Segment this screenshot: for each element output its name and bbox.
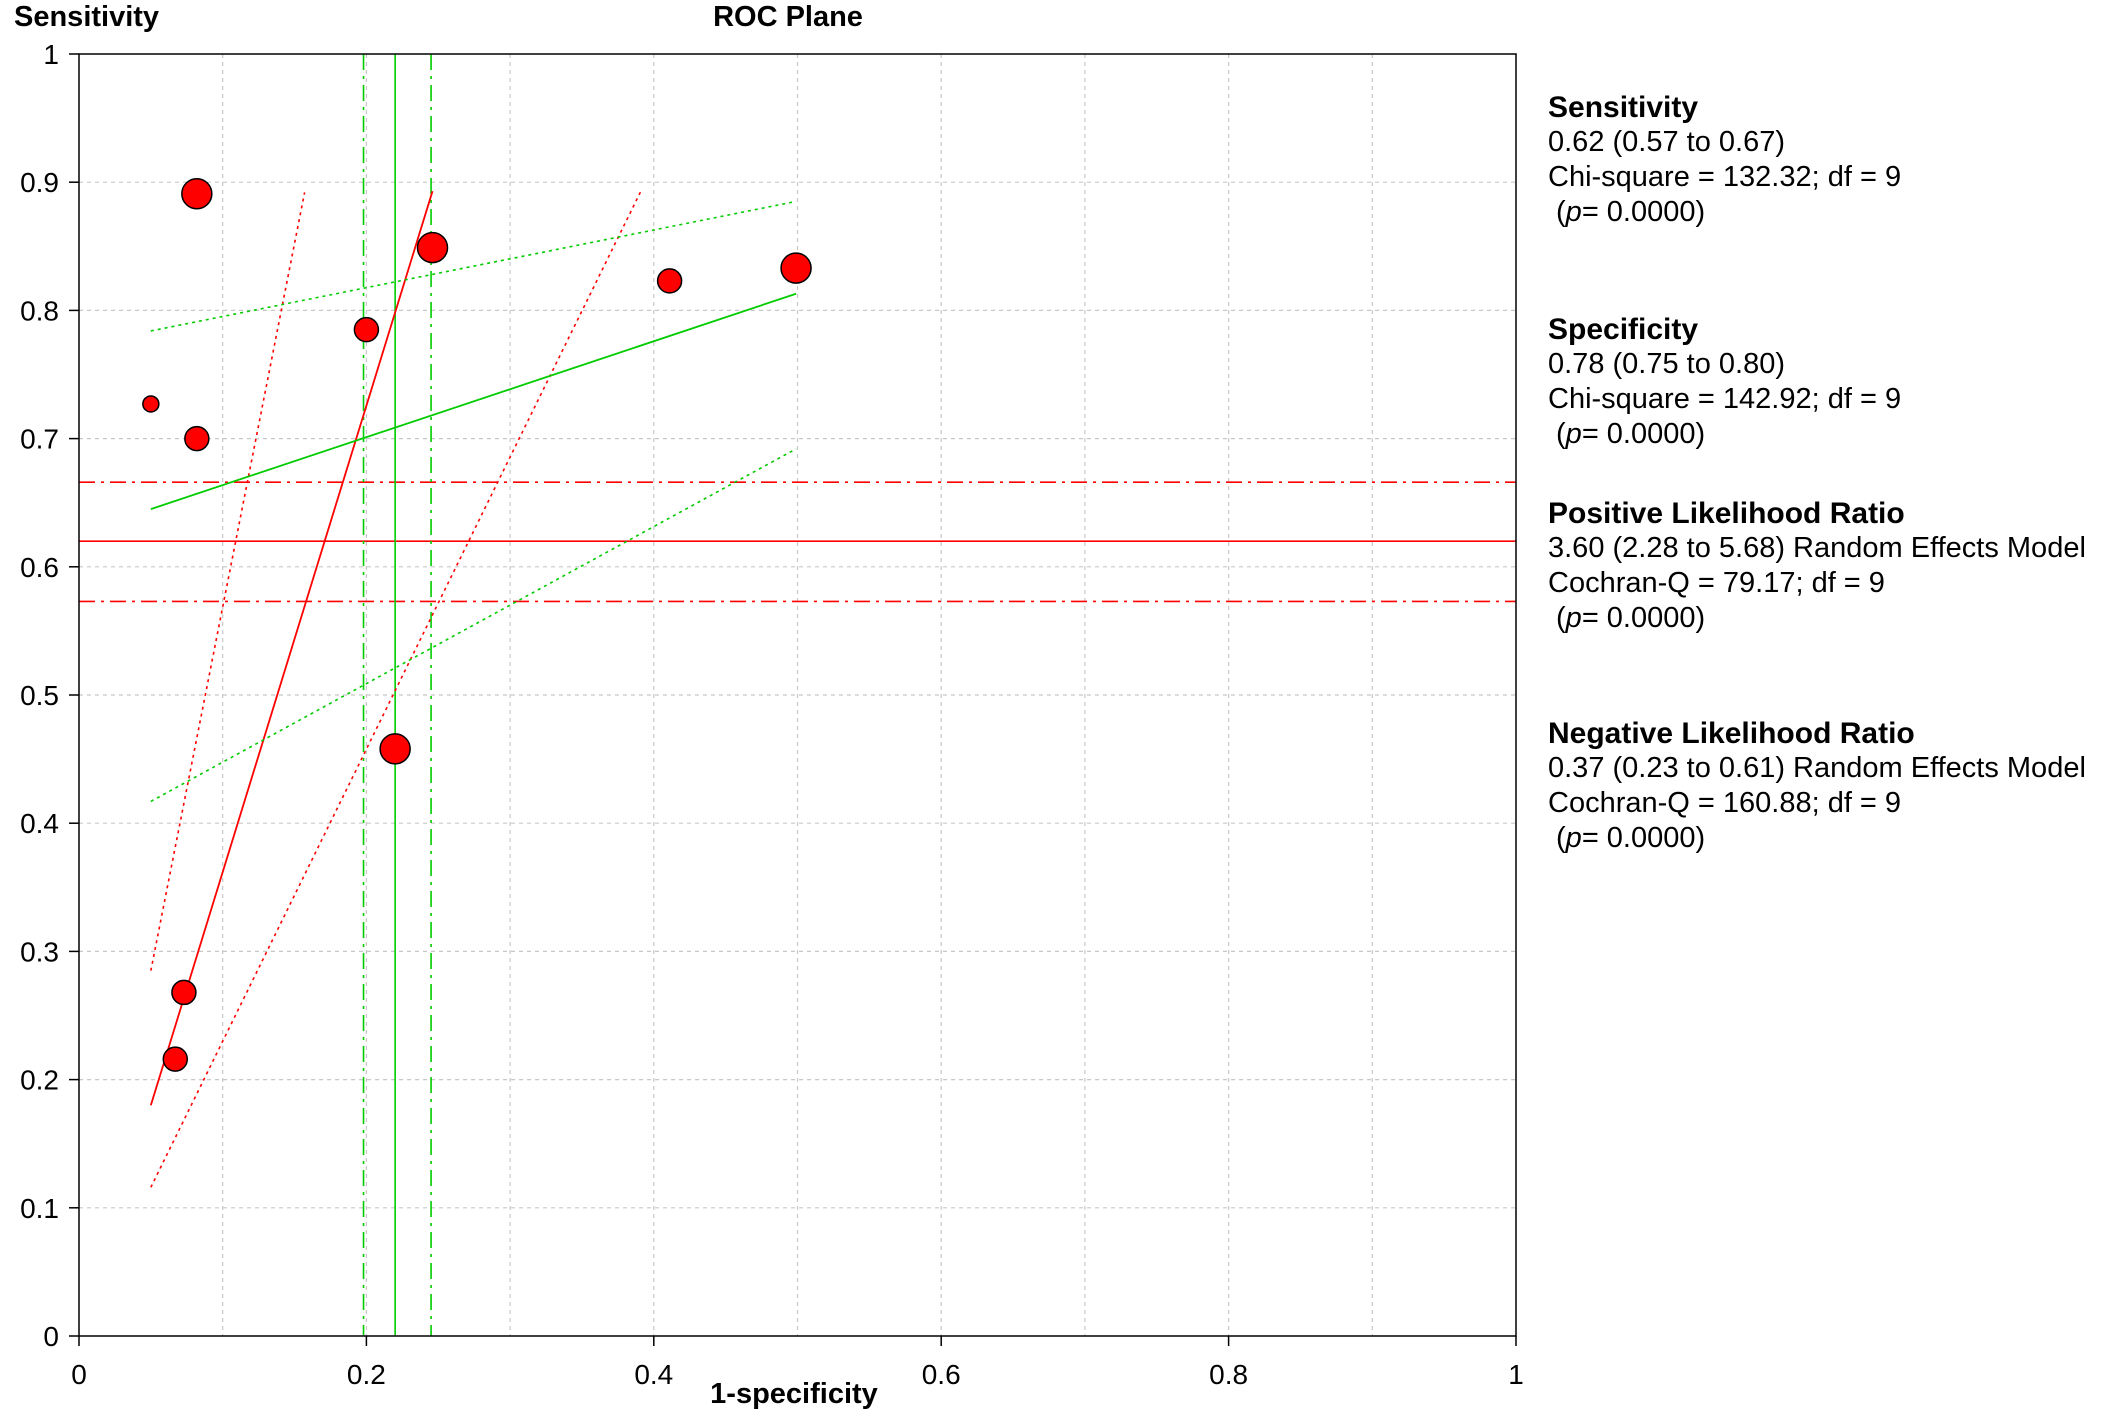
study-point	[162, 1046, 189, 1072]
chart-title: ROC Plane	[713, 1, 863, 33]
y-tick-label: 0.1	[20, 1193, 59, 1224]
nlr-line	[150, 292, 797, 510]
plr-test: Cochran-Q = 79.17; df = 9	[1548, 567, 1885, 599]
specificity-p-label: p	[1565, 418, 1582, 450]
specificity-test: Chi-square = 142.92; df = 9	[1548, 383, 1902, 415]
y-tick-label: 1	[43, 39, 59, 70]
plr-p: (p= 0.0000)	[1556, 602, 1706, 634]
study-point	[184, 425, 210, 452]
y-tick-label: 0.3	[20, 936, 59, 967]
y-tick-label: 0.5	[20, 680, 59, 711]
sensitivity-p: (p= 0.0000)	[1556, 196, 1706, 228]
study-points	[142, 177, 812, 1072]
nlr-p-label: p	[1565, 822, 1582, 854]
nlr-p: (p= 0.0000)	[1556, 822, 1706, 854]
y-tick-label: 0.4	[20, 808, 59, 839]
sensitivity-test: Chi-square = 132.32; df = 9	[1548, 161, 1902, 193]
sensitivity-p-value: = 0.0000)	[1581, 196, 1706, 228]
study-point	[181, 177, 213, 210]
x-tick-label: 0.4	[634, 1359, 673, 1390]
study-point	[656, 268, 683, 294]
plr-p-label: p	[1565, 602, 1582, 634]
specificity-title: Specificity	[1548, 313, 1699, 346]
plot-frame	[78, 53, 1517, 1337]
sensitivity-value: 0.62 (0.57 to 0.67)	[1548, 126, 1785, 158]
study-point	[142, 395, 160, 413]
plr-p-value: = 0.0000)	[1581, 602, 1706, 634]
y-tick-label: 0.6	[20, 552, 59, 583]
y-axis-title: Sensitivity	[14, 1, 159, 33]
nlr-test: Cochran-Q = 160.88; df = 9	[1548, 787, 1902, 819]
study-point	[416, 231, 449, 264]
nlr-value: 0.37 (0.23 to 0.61) Random Effects Model	[1548, 752, 2086, 784]
x-axis-title: 1-specificity	[710, 1378, 878, 1410]
specificity-p: (p= 0.0000)	[1556, 418, 1706, 450]
y-tick-label: 0.9	[20, 167, 59, 198]
study-point	[171, 979, 197, 1006]
plr-value: 3.60 (2.28 to 5.68) Random Effects Model	[1548, 532, 2086, 564]
plr-ci-lower-line	[150, 190, 642, 1188]
specificity-value: 0.78 (0.75 to 0.80)	[1548, 348, 1785, 380]
y-tick-label: 0	[43, 1321, 59, 1352]
study-point	[780, 252, 812, 284]
sensitivity-title: Sensitivity	[1548, 91, 1699, 124]
x-tick-label: 0	[71, 1359, 87, 1390]
x-tick-label: 0.6	[922, 1359, 961, 1390]
x-tick-label: 0.2	[347, 1359, 386, 1390]
x-tick-label: 0.8	[1209, 1359, 1248, 1390]
y-tick-label: 0.2	[20, 1065, 59, 1096]
specificity-p-value: = 0.0000)	[1581, 418, 1706, 450]
nlr-ci-lower-line	[150, 448, 797, 803]
study-point	[379, 733, 411, 765]
nlr-title: Negative Likelihood Ratio	[1548, 717, 1915, 750]
nlr-stats: Negative Likelihood Ratio 0.37 (0.23 to …	[1548, 716, 2086, 856]
grid-lines	[79, 54, 1516, 1336]
study-point	[353, 316, 380, 343]
y-tick-label: 0.7	[20, 424, 59, 455]
axis-ticks: 0 0.1 0.2 0.3 0.4 0.5 0.6 0.7 0.8 0.9 1 0 0.2 0.4 0.6 0…	[20, 39, 1524, 1390]
reference-lines	[79, 54, 1516, 1336]
nlr-p-value: = 0.0000)	[1581, 822, 1706, 854]
sensitivity-p-label: p	[1565, 196, 1582, 228]
nlr-ci-upper-line	[150, 200, 797, 332]
specificity-stats: Specificity 0.78 (0.75 to 0.80) Chi-squa…	[1548, 312, 1901, 452]
plr-title: Positive Likelihood Ratio	[1548, 497, 1905, 530]
plr-stats: Positive Likelihood Ratio 3.60 (2.28 to …	[1548, 496, 2086, 636]
sensitivity-stats: Sensitivity 0.62 (0.57 to 0.67) Chi-squa…	[1548, 90, 1901, 230]
plr-line	[149, 190, 434, 1106]
y-tick-label: 0.8	[20, 295, 59, 326]
x-tick-label: 1	[1508, 1359, 1524, 1390]
